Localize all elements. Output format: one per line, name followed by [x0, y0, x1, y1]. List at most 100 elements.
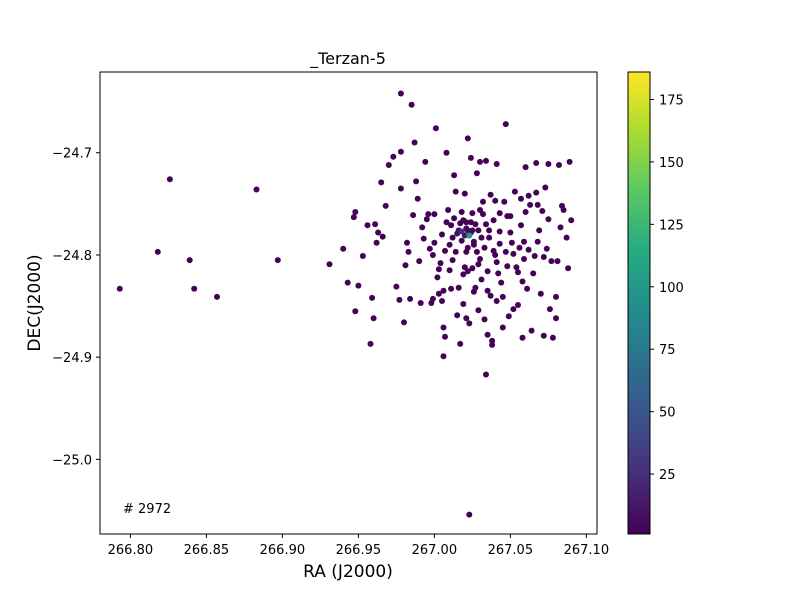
- data-point: [442, 247, 448, 254]
- data-point: [493, 298, 500, 304]
- data-point: [495, 270, 502, 277]
- data-point: [540, 254, 547, 260]
- data-point: [513, 264, 520, 271]
- data-point: [355, 282, 362, 289]
- data-point: [186, 257, 193, 264]
- data-point: [379, 233, 386, 240]
- data-point: [467, 219, 474, 226]
- data-point: [463, 225, 470, 232]
- colorbar-gradient: [628, 72, 650, 534]
- data-point: [467, 154, 474, 161]
- data-point: [496, 228, 503, 235]
- x-tick-label: 266.80: [108, 543, 154, 558]
- data-point: [420, 235, 427, 242]
- data-point: [487, 191, 494, 198]
- data-point: [364, 222, 371, 229]
- data-point: [429, 295, 436, 302]
- data-point: [548, 258, 555, 265]
- data-point: [493, 259, 500, 266]
- data-point: [505, 313, 512, 320]
- data-point: [431, 211, 438, 218]
- data-point: [396, 296, 403, 303]
- data-point: [472, 284, 479, 291]
- colorbar-ticks: 25 50 75 100 125 150 175: [650, 93, 684, 483]
- data-point: [566, 158, 573, 165]
- data-point: [508, 239, 515, 246]
- data-point: [477, 256, 483, 262]
- data-point: [568, 217, 575, 224]
- data-point: [466, 320, 473, 327]
- data-point: [464, 244, 471, 251]
- data-point: [487, 292, 494, 299]
- data-point: [525, 192, 532, 199]
- chart-title: _Terzan-5: [309, 49, 386, 69]
- data-point: [410, 212, 417, 219]
- data-point: [493, 161, 500, 167]
- data-point: [411, 139, 418, 146]
- data-point: [549, 334, 556, 341]
- data-point: [463, 315, 470, 322]
- data-point: [542, 184, 549, 191]
- data-point: [439, 298, 445, 304]
- data-point: [507, 229, 514, 236]
- data-point: [404, 239, 410, 246]
- data-point: [489, 337, 496, 344]
- data-point: [416, 258, 423, 265]
- data-point: [407, 295, 414, 302]
- data-point: [560, 207, 567, 213]
- data-point: [431, 239, 438, 246]
- data-point: [483, 221, 489, 228]
- data-point: [375, 229, 382, 236]
- data-point: [435, 290, 442, 297]
- colorbar-tick-label: 175: [659, 93, 684, 108]
- y-tick-label: −24.7: [52, 147, 92, 162]
- data-point: [429, 252, 436, 258]
- data-point: [484, 268, 491, 275]
- data-point: [397, 185, 404, 192]
- data-point: [473, 248, 480, 255]
- data-point: [473, 170, 480, 177]
- data-point: [382, 202, 389, 209]
- data-point: [481, 316, 488, 323]
- x-tick-label: 266.90: [260, 543, 306, 558]
- data-point: [446, 267, 453, 274]
- data-point: [443, 219, 450, 226]
- data-point: [546, 306, 553, 313]
- x-tick-label: 267.00: [412, 543, 458, 558]
- data-point: [326, 261, 333, 268]
- data-point: [417, 300, 424, 306]
- data-point: [502, 121, 509, 128]
- data-point: [539, 208, 546, 214]
- data-point: [533, 160, 540, 166]
- data-point: [425, 211, 432, 218]
- data-point: [463, 219, 470, 226]
- data-point: [352, 308, 359, 315]
- data-point: [478, 234, 485, 241]
- data-point: [437, 260, 444, 267]
- data-point: [486, 227, 493, 234]
- data-point: [432, 125, 439, 132]
- data-point: [522, 164, 529, 171]
- data-point: [475, 261, 482, 268]
- data-point: [378, 179, 385, 186]
- data-point: [510, 306, 517, 313]
- data-point: [440, 324, 447, 331]
- data-point: [489, 341, 496, 348]
- data-point: [449, 234, 456, 241]
- data-point: [563, 234, 570, 241]
- data-point: [454, 312, 461, 319]
- y-axis-label: DEC(J2000): [25, 254, 45, 351]
- data-point: [367, 340, 374, 347]
- data-point: [166, 176, 173, 183]
- colorbar-tick-label: 150: [659, 156, 684, 171]
- data-point: [511, 188, 518, 195]
- y-axis: −24.7 −24.8 −24.9 −25.0: [52, 147, 100, 468]
- data-point: [496, 240, 503, 247]
- data-point: [457, 340, 464, 347]
- data-point: [528, 327, 535, 334]
- data-point: [458, 237, 465, 244]
- data-point: [527, 201, 534, 208]
- data-point: [455, 284, 462, 291]
- data-points: [116, 90, 575, 518]
- colorbar: 25 50 75 100 125 150 175: [627, 71, 684, 535]
